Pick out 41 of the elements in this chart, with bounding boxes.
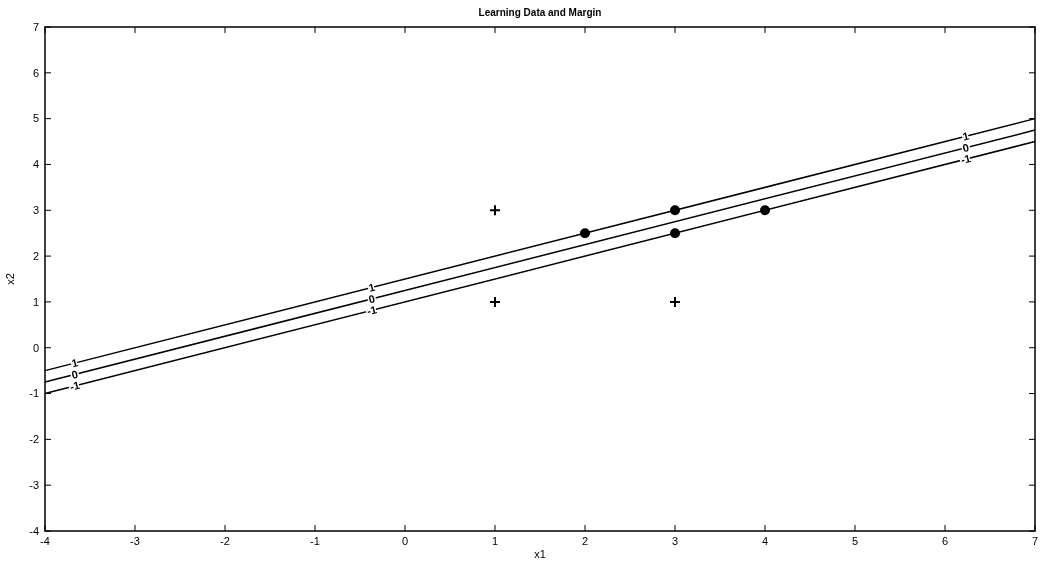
- point: [670, 228, 680, 239]
- y-tick-label: 0: [32, 341, 39, 354]
- x-tick-label: -3: [130, 535, 140, 547]
- text: 1: [70, 356, 80, 370]
- point: [580, 228, 590, 239]
- x-tick-label: -1: [310, 535, 320, 547]
- x-tick-label: 6: [941, 535, 949, 547]
- y-tick-label: -2: [29, 433, 39, 446]
- y-tick-label: 7: [32, 20, 39, 33]
- y-tick-label: -4: [29, 524, 39, 537]
- text: -1: [959, 152, 972, 167]
- x-tick-label: 4: [761, 535, 769, 547]
- x-tick-label: 1: [491, 535, 499, 547]
- text: 0: [70, 367, 80, 381]
- point: [670, 205, 680, 216]
- point: [760, 205, 770, 216]
- point: [489, 204, 501, 217]
- y-tick-label: 6: [32, 66, 39, 79]
- x-tick-label: 5: [851, 535, 859, 547]
- y-tick-label: -3: [29, 479, 39, 492]
- text: 0: [961, 141, 971, 155]
- text: 1: [367, 280, 377, 294]
- chart-title: Learning Data and Margin: [478, 7, 602, 18]
- y-tick-label: 2: [32, 249, 39, 262]
- y-axis-title: x2: [4, 273, 16, 285]
- x-tick-label: 7: [1031, 535, 1039, 547]
- y-tick-label: -1: [29, 387, 39, 400]
- y-tick-label: 4: [32, 158, 39, 171]
- x-tick-label: -2: [220, 535, 230, 547]
- x-tick-label: 0: [401, 535, 409, 547]
- text: 1: [961, 129, 971, 143]
- y-tick-label: 3: [32, 204, 39, 217]
- text: -1: [365, 303, 378, 318]
- x-tick-label: 3: [671, 535, 679, 547]
- text: 0: [367, 292, 377, 306]
- y-tick-label: 5: [32, 112, 39, 125]
- x-tick-label: 2: [581, 535, 589, 547]
- x-tick-label: -4: [40, 535, 50, 547]
- x-axis-title: x1: [534, 548, 546, 560]
- y-tick-label: 1: [32, 295, 39, 308]
- text: -1: [68, 378, 81, 393]
